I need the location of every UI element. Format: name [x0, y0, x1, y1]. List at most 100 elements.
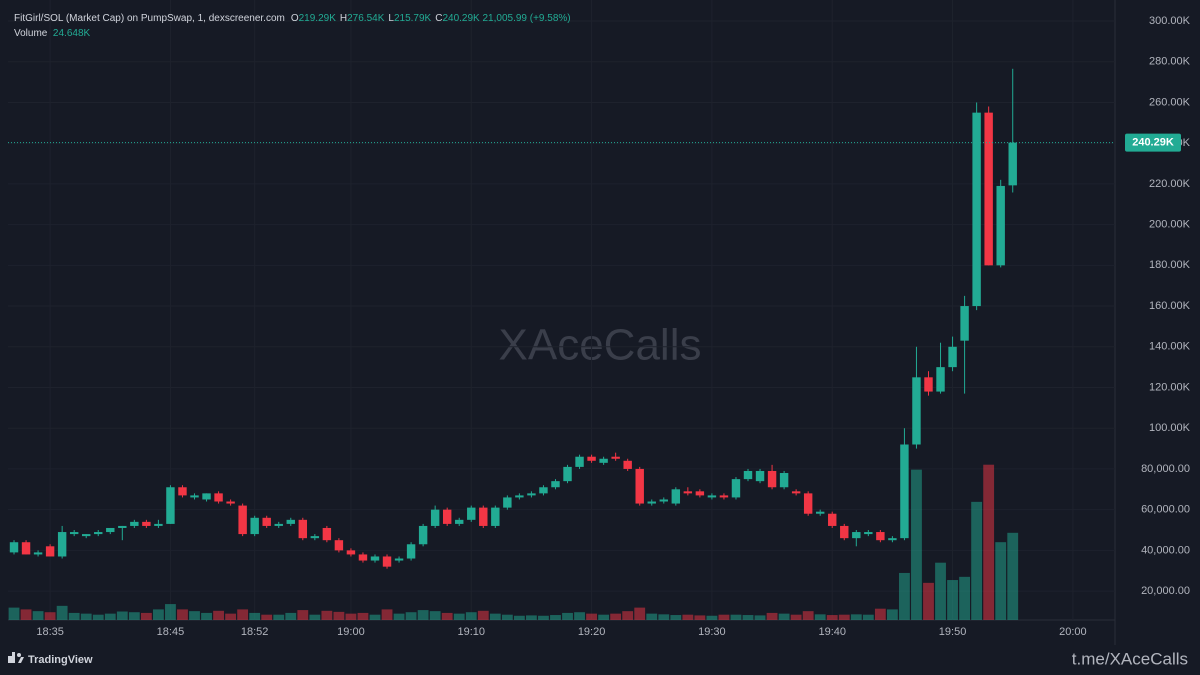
x-tick-label: 19:30	[698, 626, 726, 638]
volume-bar	[152, 609, 164, 620]
y-tick-label: 140.00K	[1149, 341, 1191, 353]
candle-body	[491, 507, 500, 526]
volume-bar	[802, 611, 814, 620]
candles	[9, 68, 1017, 569]
candle-body	[442, 509, 452, 524]
candle-body	[202, 493, 211, 500]
volume-bar	[80, 613, 92, 620]
volume-bar	[32, 611, 44, 620]
candle-body	[527, 493, 536, 496]
candle-body	[515, 495, 524, 498]
volume-bar	[213, 610, 224, 620]
volume-bar	[995, 542, 1007, 620]
volume-bar	[862, 614, 874, 620]
brand: TradingView	[28, 654, 93, 666]
y-tick-label: 20,000.00	[1141, 585, 1190, 597]
volume-row: Volume 24.648K	[14, 28, 571, 39]
volume-bar	[983, 464, 995, 620]
candle-body	[864, 532, 873, 535]
volume-bar	[261, 614, 273, 620]
symbol-title: FitGirl/SOL (Market Cap) on PumpSwap, 1,…	[14, 13, 285, 24]
x-tick-label: 18:52	[241, 626, 269, 638]
volume-bar	[622, 611, 634, 620]
candle-body	[214, 493, 223, 502]
volume-bar	[405, 612, 417, 620]
volume-bar	[357, 612, 369, 620]
volume-bar	[201, 612, 212, 620]
volume-bar	[417, 610, 429, 620]
candle-body	[563, 466, 572, 482]
legend-row: FitGirl/SOL (Market Cap) on PumpSwap, 1,…	[14, 13, 571, 24]
candle-body	[286, 519, 295, 524]
volume-bar	[706, 615, 718, 620]
volume-bar	[333, 611, 345, 620]
candle-body	[972, 112, 981, 307]
legend: FitGirl/SOL (Market Cap) on PumpSwap, 1,…	[14, 13, 571, 39]
volume-bar	[730, 614, 742, 620]
candle-body	[33, 552, 43, 555]
candle-body	[346, 550, 356, 555]
y-tick-label: 160.00K	[1149, 300, 1191, 312]
volume-key: Volume	[14, 28, 48, 39]
volume-bar	[850, 614, 862, 620]
ohlc-key: C	[435, 13, 443, 24]
volume-bar	[321, 610, 333, 620]
candle-body	[984, 112, 993, 266]
volume-bar	[20, 609, 32, 620]
candle-body	[840, 525, 849, 539]
volume-bar	[646, 613, 658, 620]
watermark: XAceCalls	[499, 321, 702, 370]
candle-body	[178, 487, 187, 496]
volume-bar	[477, 610, 489, 620]
tradingview-logo	[8, 652, 24, 663]
last-price-box	[1125, 133, 1181, 152]
change: 21,005.99 (+9.58%)	[482, 13, 571, 24]
candle-body	[936, 367, 945, 392]
candle-body	[382, 556, 392, 567]
volume-bar	[465, 612, 477, 620]
ohlc-value: 276.54K	[347, 13, 385, 24]
candle-body	[647, 501, 656, 504]
volume-bar	[634, 607, 646, 620]
volume-bar	[237, 609, 249, 620]
candle-body	[358, 554, 368, 561]
candle-body	[575, 456, 584, 467]
candle-body	[719, 495, 729, 498]
volume-bar	[189, 611, 200, 620]
volume-bar	[959, 576, 971, 620]
candle-body	[166, 487, 175, 524]
volume-bar	[8, 607, 20, 620]
candle-body	[659, 499, 668, 502]
volume-bar	[610, 613, 622, 620]
volume-bar	[658, 614, 670, 620]
candle-body	[587, 456, 596, 461]
candle-body	[912, 377, 921, 445]
y-tick-label: 300.00K	[1149, 15, 1191, 27]
candle-body	[418, 525, 428, 545]
volume-bar	[345, 613, 357, 620]
grid	[8, 0, 1115, 620]
volume-bar	[598, 614, 610, 620]
candle-body	[106, 527, 115, 533]
candle-body	[142, 521, 151, 526]
candle-body	[250, 517, 259, 535]
y-tick-label: 280.00K	[1149, 56, 1191, 68]
volume-bar	[754, 615, 766, 620]
volume-bar	[971, 501, 983, 620]
ohlc-value: 240.29K	[442, 13, 480, 24]
volume-bar	[562, 612, 573, 620]
candle-body	[635, 468, 644, 504]
candle-body	[190, 495, 199, 498]
y-tick-label: 100.00K	[1149, 422, 1191, 434]
volume-bar	[489, 613, 501, 620]
volume-bar	[225, 613, 237, 620]
y-tick-label: 60,000.00	[1141, 504, 1190, 516]
volume-bar	[550, 615, 561, 620]
y-tick-label: 260.00K	[1149, 96, 1191, 108]
ohlc-key: L	[388, 13, 394, 24]
candle-body	[455, 519, 464, 524]
volume-bar	[814, 614, 826, 620]
volume-bar	[718, 614, 730, 620]
candle-body	[503, 497, 512, 508]
candle-body	[118, 525, 127, 528]
